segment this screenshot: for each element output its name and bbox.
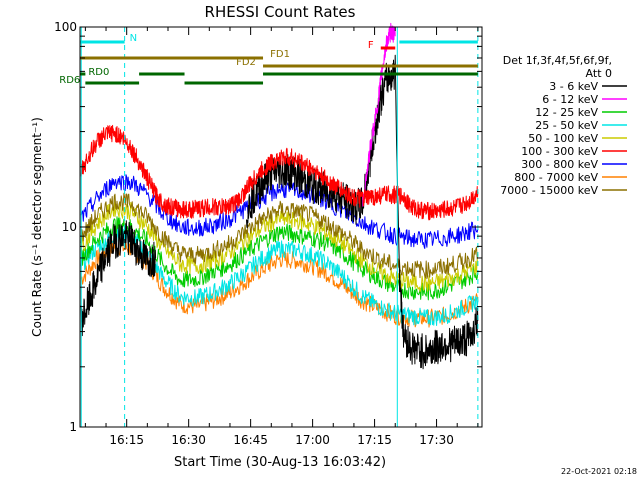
y-tick-label-10: 10 <box>62 220 77 234</box>
legend-label-50-100-kev: 50 - 100 keV <box>528 132 598 145</box>
flag-label-n: N <box>130 33 137 44</box>
series-line-12-25-kev <box>80 216 479 301</box>
legend-label-7000-15000-kev: 7000 - 15000 keV <box>500 184 598 197</box>
legend-header-line-1: Det 1f,3f,4f,5f,6f,9f, <box>503 54 612 67</box>
x-tick-label-1700: 17:00 <box>295 433 330 447</box>
series-line-100-300-kev <box>80 124 479 221</box>
legend-header-line-2: Att 0 <box>586 67 612 80</box>
x-tick-label-1615: 16:15 <box>109 433 144 447</box>
y-tick-label-1: 1 <box>69 420 77 434</box>
series-line-300-800-kev <box>80 174 479 249</box>
chart-title: RHESSI Count Rates <box>205 3 356 21</box>
flag-label-fd1: FD1 <box>270 49 290 60</box>
legend-label-100-300-kev: 100 - 300 keV <box>521 145 598 158</box>
legend-label-6-12-kev: 6 - 12 keV <box>542 93 598 106</box>
series-line-7000-15000-kev <box>80 192 479 280</box>
y-tick-label-100: 100 <box>54 20 77 34</box>
series-line-6-12-kev <box>361 22 396 207</box>
x-tick-label-1730: 17:30 <box>419 433 454 447</box>
x-tick-label-1630: 16:30 <box>171 433 206 447</box>
legend-label-800-7000-kev: 800 - 7000 keV <box>514 171 598 184</box>
x-axis-label: Start Time (30-Aug-13 16:03:42) <box>174 455 386 470</box>
footer-timestamp: 22-Oct-2021 02:18 <box>561 467 637 476</box>
flag-label-f: F <box>368 40 374 51</box>
flag-label-rd0: RD0 <box>88 67 109 78</box>
series-line-3-6-kev <box>80 54 479 370</box>
series-line-50-100-kev <box>80 198 479 293</box>
flag-label-fd2: FD2 <box>236 57 256 68</box>
legend-label-3-6-kev: 3 - 6 keV <box>549 80 598 93</box>
x-tick-label-1715: 17:15 <box>357 433 392 447</box>
legend-label-25-50-kev: 25 - 50 keV <box>535 119 598 132</box>
x-tick-label-1645: 16:45 <box>233 433 268 447</box>
y-axis-label: Count Rate (s⁻¹ detector segment⁻¹) <box>30 117 44 337</box>
legend-label-300-800-kev: 300 - 800 keV <box>521 158 598 171</box>
legend-label-12-25-kev: 12 - 25 keV <box>535 106 598 119</box>
flag-label-rd6: RD6 <box>59 75 80 86</box>
series-line-25-50-kev <box>80 226 479 326</box>
